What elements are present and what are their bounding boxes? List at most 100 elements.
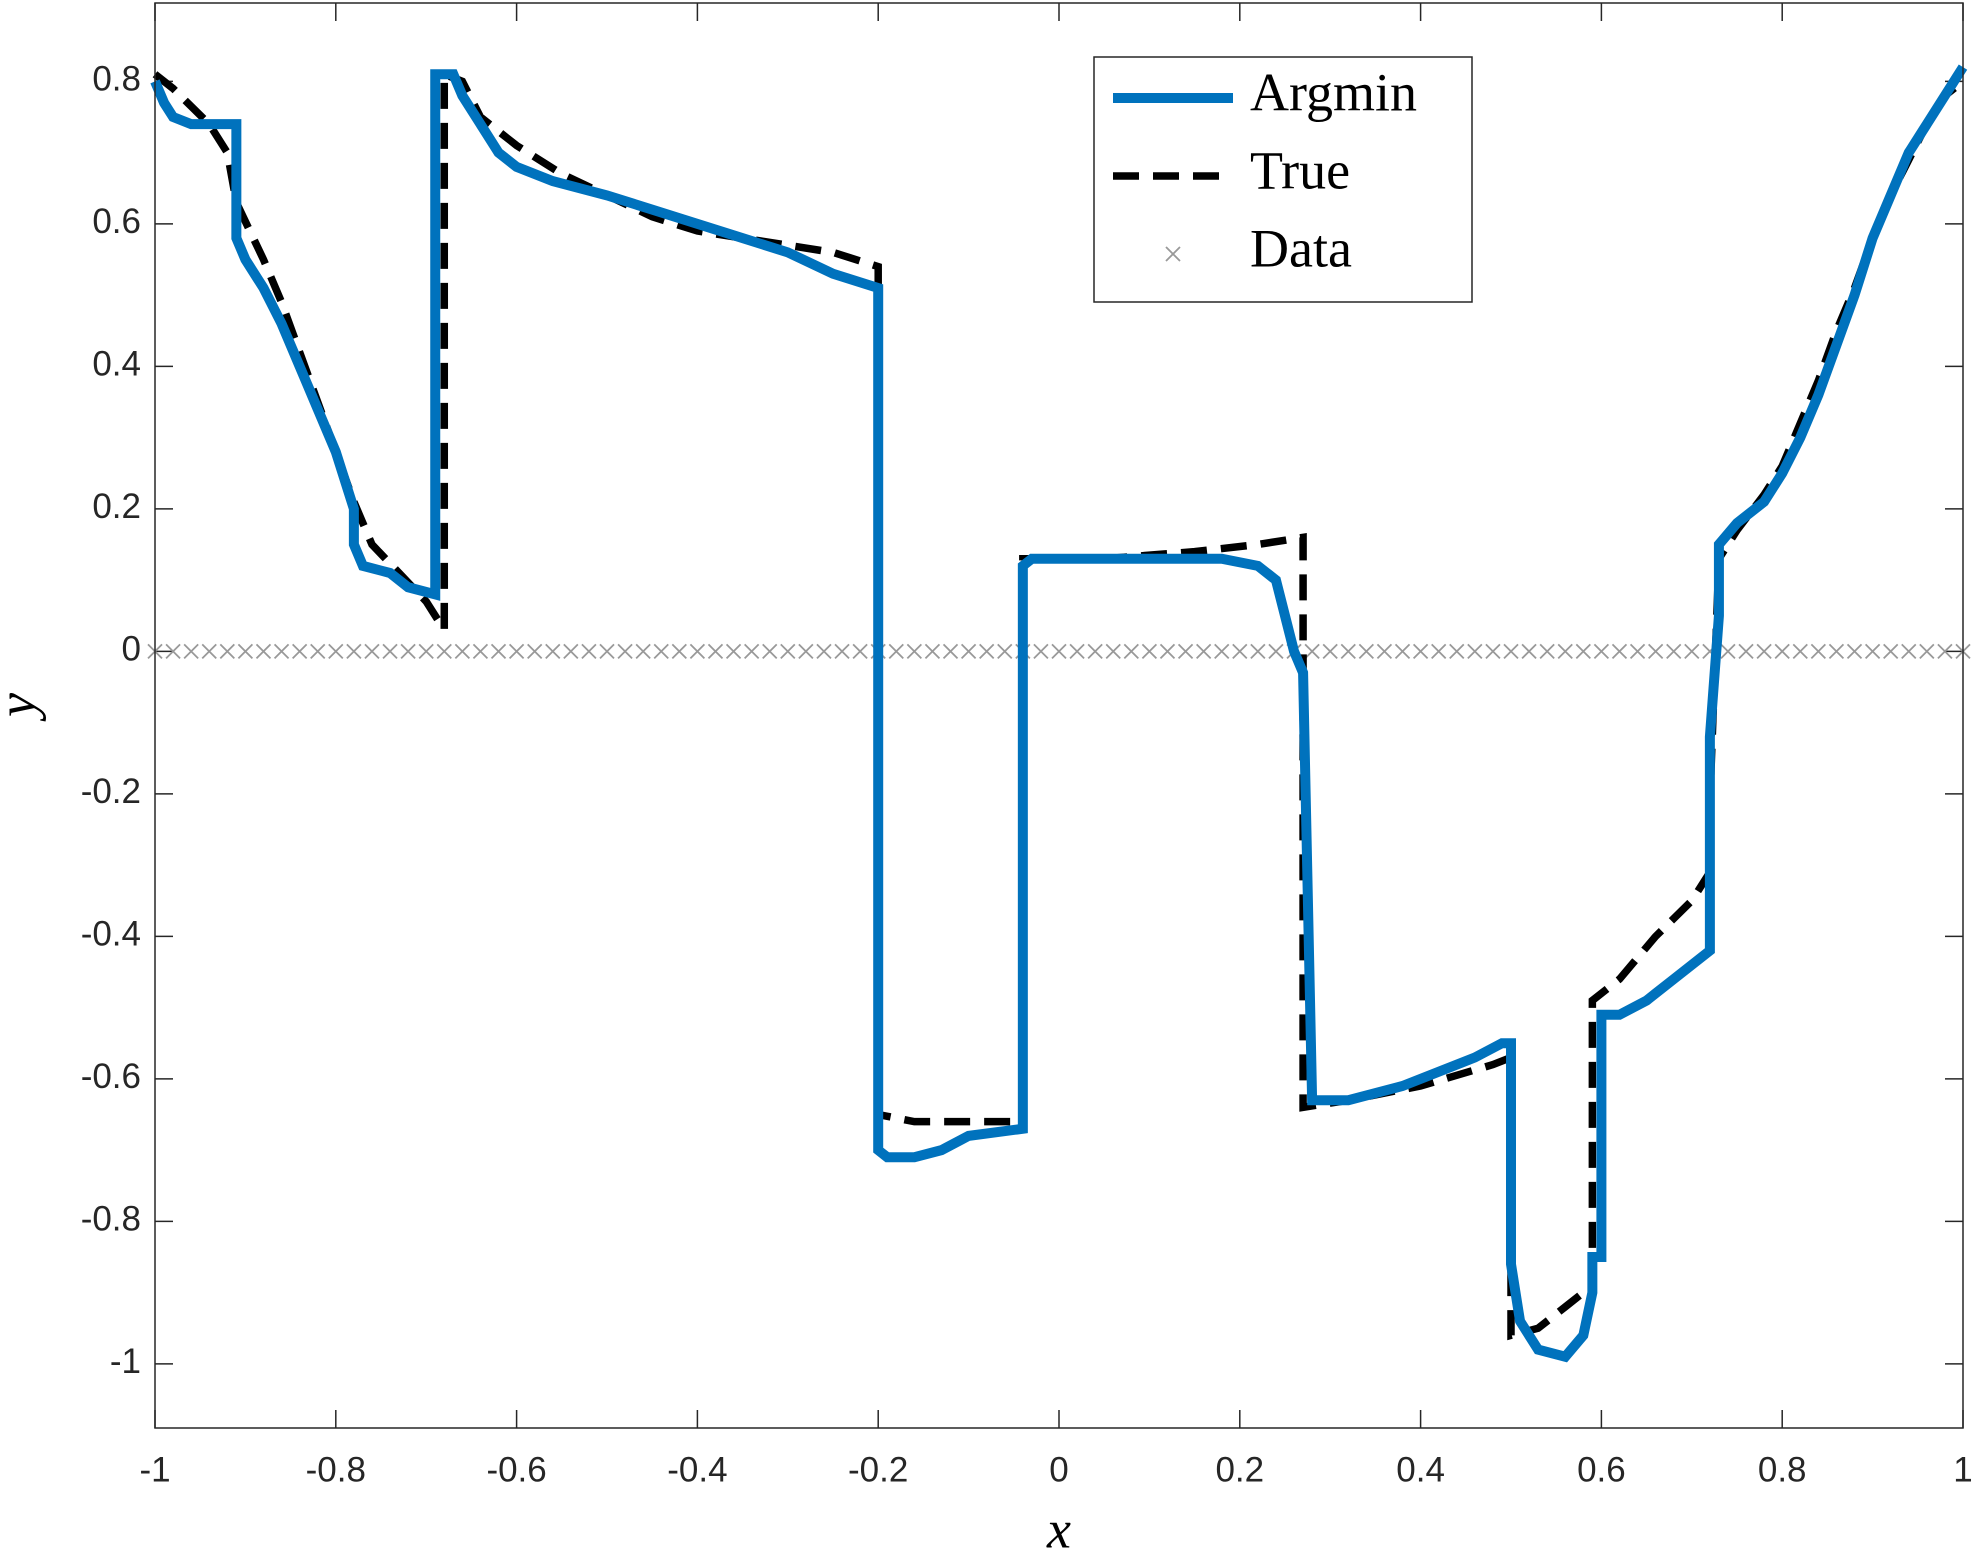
data-point — [599, 643, 615, 660]
x-tick-label: -0.6 — [486, 1450, 546, 1489]
data-point — [852, 643, 868, 660]
data-point — [237, 643, 254, 660]
x-tick-label: 0.2 — [1215, 1450, 1264, 1489]
data-point — [1467, 643, 1483, 660]
x-tick-label: -0.8 — [306, 1450, 366, 1489]
y-tick-label: 0.6 — [92, 202, 141, 241]
data-point — [1485, 643, 1501, 660]
data-point — [1557, 643, 1573, 660]
data-point — [165, 643, 181, 660]
data-point — [1648, 643, 1664, 660]
legend-label: Data — [1250, 218, 1352, 278]
y-tick-label: 0.4 — [92, 345, 141, 384]
data-point — [798, 643, 814, 660]
data-point — [183, 643, 199, 660]
data-point — [527, 643, 543, 660]
data-point — [671, 643, 687, 660]
data-point — [219, 643, 235, 660]
data-point — [1846, 643, 1863, 660]
data-point — [1087, 643, 1103, 660]
data-point — [780, 643, 796, 660]
data-point — [960, 643, 977, 660]
data-point — [292, 643, 308, 660]
data-point — [1919, 643, 1935, 660]
data-point — [1322, 643, 1338, 660]
x-tick-label: 0.8 — [1758, 1450, 1807, 1489]
y-tick-label: 0 — [122, 630, 141, 669]
data-point — [1810, 643, 1826, 660]
y-tick-label: -1 — [110, 1342, 141, 1381]
data-point — [508, 643, 525, 660]
plot-area — [155, 3, 1963, 1428]
data-point — [942, 643, 959, 660]
data-point — [1376, 643, 1393, 660]
data-point — [1123, 643, 1139, 660]
data-point — [563, 643, 579, 660]
data-point — [1738, 643, 1754, 660]
x-tick-label: -1 — [139, 1450, 170, 1489]
x-tick-label: 0.6 — [1577, 1450, 1626, 1489]
data-point — [310, 643, 326, 660]
data-point — [545, 643, 561, 660]
x-axis-label: x — [1046, 1499, 1071, 1555]
data-point — [1937, 643, 1953, 660]
data-point — [1901, 643, 1917, 660]
data-point — [1069, 643, 1085, 660]
data-point — [1611, 643, 1628, 660]
data-point — [581, 643, 597, 660]
data-point — [924, 643, 941, 660]
data-point — [1593, 643, 1610, 660]
data-point — [725, 643, 742, 660]
data-point — [1449, 643, 1465, 660]
data-point — [1828, 643, 1845, 660]
data-point — [762, 643, 778, 660]
y-tick-label: -0.2 — [81, 772, 141, 811]
legend-marker — [1165, 246, 1181, 262]
data-point — [1629, 643, 1646, 660]
data-point — [1575, 643, 1591, 660]
data-point — [707, 643, 724, 660]
data-point — [1774, 643, 1790, 660]
data-point — [1304, 643, 1320, 660]
data-point — [653, 643, 669, 660]
data-point — [617, 643, 633, 660]
data-point — [1232, 643, 1248, 660]
data-point — [1684, 643, 1700, 660]
data-point — [1141, 643, 1158, 660]
data-point — [1864, 643, 1881, 660]
data-point — [888, 643, 904, 660]
data-point — [744, 643, 760, 660]
data-point — [1539, 643, 1555, 660]
data-point — [364, 643, 380, 660]
data-point — [689, 643, 706, 660]
data-point — [816, 643, 832, 660]
data-point — [490, 643, 507, 660]
axes-box — [154, 2, 1964, 1429]
y-tick-label: -0.6 — [81, 1057, 141, 1096]
y-tick-label: 0.8 — [92, 60, 141, 99]
data-point — [436, 643, 452, 660]
data-point — [1159, 643, 1176, 660]
data-point — [1720, 643, 1736, 660]
data-point — [273, 643, 290, 660]
data-point — [1177, 643, 1194, 660]
data-point — [472, 643, 489, 660]
data-point — [1033, 643, 1049, 660]
y-tick-label: -0.8 — [81, 1200, 141, 1239]
data-point — [382, 643, 398, 660]
data-point — [1394, 643, 1411, 660]
data-point — [328, 643, 344, 660]
data-point — [201, 643, 217, 660]
data-point — [1412, 643, 1429, 660]
data-point — [1268, 643, 1284, 660]
data-point — [997, 643, 1013, 660]
x-tick-label: 0 — [1049, 1450, 1068, 1489]
data-point — [635, 643, 651, 660]
legend-label: True — [1250, 140, 1350, 200]
data-point — [1756, 643, 1772, 660]
data-point — [1340, 643, 1356, 660]
data-point — [454, 643, 470, 660]
x-tick-label: 1 — [1953, 1450, 1972, 1489]
data-point — [979, 643, 995, 660]
